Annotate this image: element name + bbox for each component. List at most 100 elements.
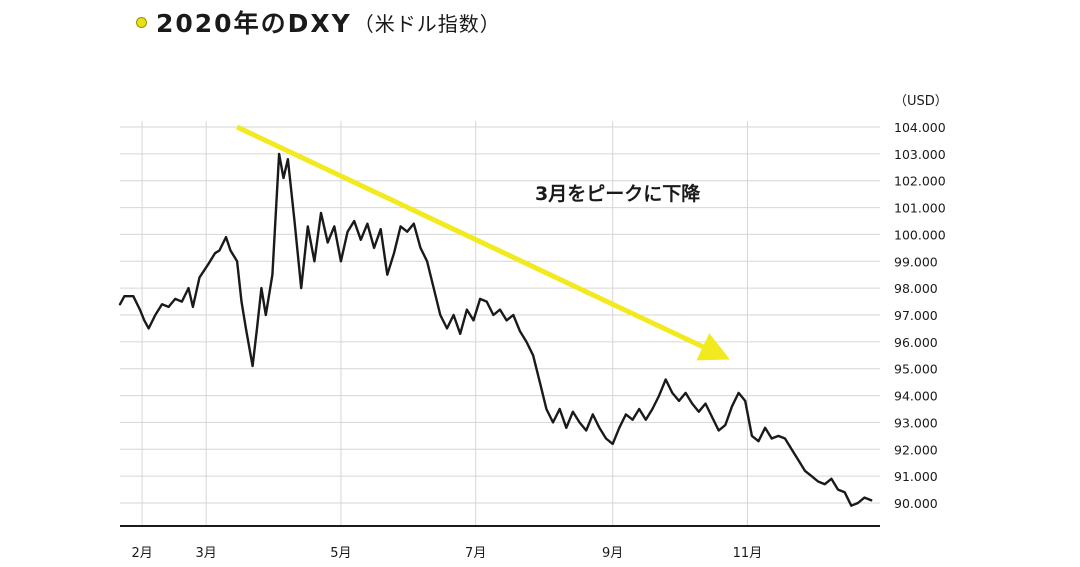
data-point [132,295,135,298]
unit-label: （USD） [894,94,948,109]
series-line [118,152,873,507]
data-point [123,295,126,298]
data-point [664,378,667,381]
data-point [691,402,694,405]
data-point [419,246,422,249]
data-point [830,477,833,480]
data-point [790,448,793,451]
y-tick-label: 102.000 [894,174,946,189]
data-point [731,405,733,408]
data-point [565,426,568,429]
data-point [313,260,316,263]
data-point [810,475,813,478]
data-point [379,228,382,230]
data-point [225,236,227,239]
data-point [320,212,322,214]
data-point [757,440,760,443]
data-point [236,260,238,263]
data-point [598,426,601,429]
data-point [678,400,680,402]
data-point [492,314,495,316]
trend-arrow-line [236,124,730,361]
data-point [426,260,428,263]
y-tick-label: 98.000 [894,281,938,296]
data-point [432,287,435,290]
data-point [857,502,859,504]
data-point [764,426,767,429]
data-point [479,297,482,300]
data-point [499,308,501,311]
data-point [143,319,146,322]
data-point [406,230,409,233]
data-point [293,220,296,222]
data-point [229,249,232,252]
y-tick-label: 96.000 [894,335,938,350]
data-point [271,273,274,276]
data-point [446,327,448,330]
data-point [518,330,521,333]
data-point [618,426,621,429]
data-point [750,434,753,437]
data-point [214,252,216,255]
data-point [717,429,720,432]
data-point [264,314,267,316]
chart-title: 2020年のDXY [156,9,352,38]
data-point [737,391,740,394]
x-tick-label: 9月 [602,546,623,561]
data-point [452,314,455,316]
y-tick-label: 94.000 [894,389,938,404]
data-point [459,332,462,335]
data-point [538,381,541,384]
data-point [505,319,508,322]
data-point [525,340,528,343]
y-tick-label: 101.000 [894,201,946,216]
y-tick-label: 92.000 [894,442,938,457]
data-point [251,365,254,367]
data-point [651,408,654,410]
data-point [644,418,647,421]
data-point [605,437,607,440]
x-tick-label: 11月 [733,546,763,561]
data-point [585,429,588,432]
x-tick-label: 5月 [330,546,351,561]
bullet-dot-icon [136,16,147,28]
trend-arrow [236,124,730,361]
data-point [843,491,846,494]
data-point [863,496,866,499]
data-point [532,354,535,357]
data-point [399,225,402,228]
data-point [485,300,488,303]
x-tick-label: 2月 [131,546,152,561]
data-point [658,394,660,397]
data-point [625,413,627,416]
axes: 104.000 103.000 102.000 101.000 100.000 99.00… [120,120,946,561]
data-point [353,220,356,222]
data-point [256,327,258,330]
data-point [306,225,309,228]
data-point [187,287,190,290]
y-tick-label: 93.000 [894,415,938,430]
data-point [777,434,780,437]
data-point [346,230,349,233]
y-tick-label: 97.000 [894,308,938,323]
data-point [578,421,581,424]
data-point [744,400,747,402]
data-point [552,421,554,424]
data-point [797,459,800,461]
data-point [287,158,289,161]
data-point [180,300,183,303]
data-point [333,225,336,228]
data-point [631,418,634,421]
data-point [545,408,548,410]
data-point [278,152,280,155]
data-point [412,222,415,225]
y-tick-label: 103.000 [894,147,946,162]
data-point [558,408,561,410]
data-point [704,402,707,405]
data-point [638,408,641,410]
grid-lines [120,121,880,526]
y-tick-label: 99.000 [894,254,938,269]
x-tick-label: 3月 [196,546,217,561]
data-point [393,252,395,255]
data-point [770,437,773,440]
